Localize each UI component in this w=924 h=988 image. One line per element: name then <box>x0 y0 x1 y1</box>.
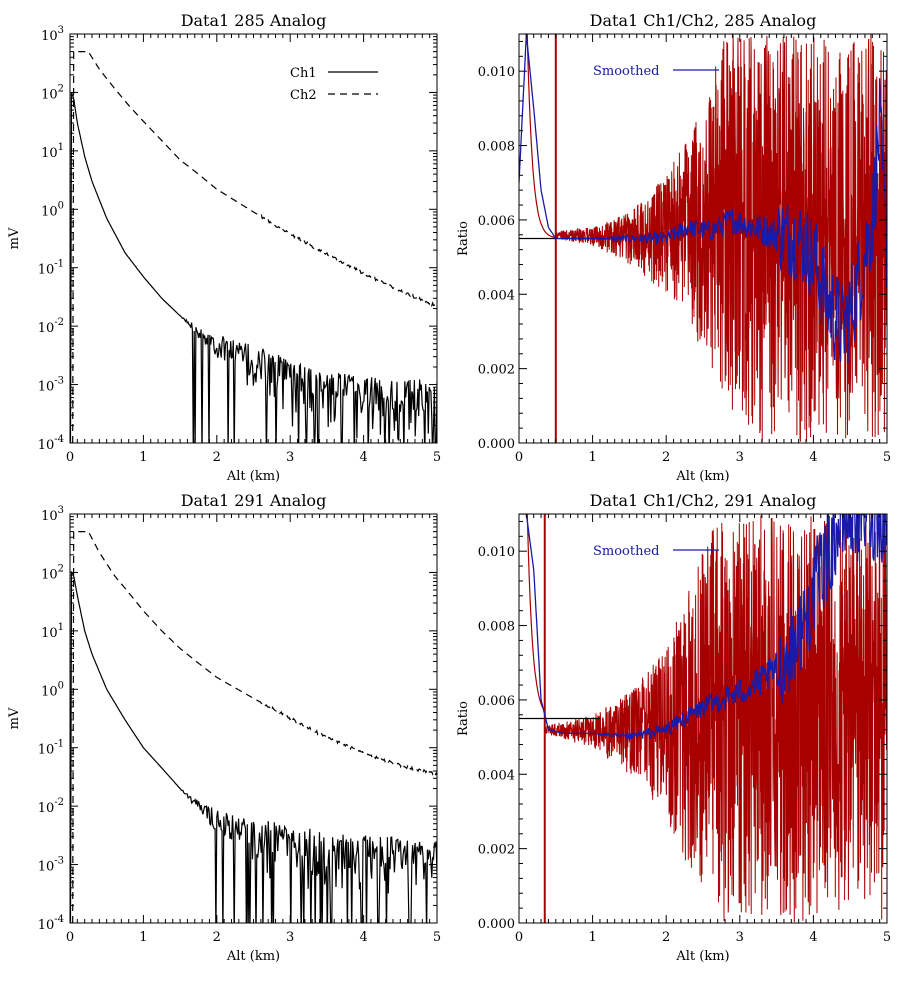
y-tick-label: 10-1 <box>38 259 64 278</box>
x-tick-label: 0 <box>66 450 74 465</box>
y-tick-label: 0.010 <box>478 65 515 80</box>
y-axis-label: mV <box>7 707 22 729</box>
plot-frame <box>518 513 888 924</box>
chart-title: Data1 Ch1/Ch2, 291 Analog <box>590 491 817 510</box>
x-tick-label: 0 <box>66 930 74 945</box>
series-line-ch1 <box>70 92 437 443</box>
x-tick-label: 5 <box>883 930 891 945</box>
x-tick-label: 2 <box>213 930 221 945</box>
panel-log-291: Data1 291 Analog Alt (km) mV 0 1 2 3 4 5 103 102 10… <box>7 491 441 964</box>
x-tick-label: 4 <box>359 450 367 465</box>
ratio-raw-initial <box>526 34 556 239</box>
x-tick-label: 3 <box>286 450 294 465</box>
series-line-smoothed <box>519 34 887 364</box>
chart-title: Data1 291 Analog <box>181 491 327 510</box>
chart-title: Data1 Ch1/Ch2, 285 Analog <box>590 11 817 30</box>
plot-area <box>519 34 887 443</box>
y-tick-label: 100 <box>41 200 64 219</box>
x-tick-label: 5 <box>433 450 441 465</box>
y-tick-label: 10-2 <box>38 317 64 336</box>
ratio-noise-trace <box>544 514 887 923</box>
x-tick-label: 0 <box>515 930 523 945</box>
y-tick-label: 100 <box>41 680 64 699</box>
y-tick-label: 10-2 <box>38 797 64 816</box>
series-line-smoothed <box>519 514 887 740</box>
x-tick-label: 1 <box>588 930 596 945</box>
y-tick-label: 0.006 <box>478 694 515 709</box>
x-tick-label: 2 <box>213 450 221 465</box>
x-axis-label: Alt (km) <box>675 469 729 484</box>
y-tick-label: 0.000 <box>478 917 515 932</box>
plot-area <box>70 51 437 443</box>
y-tick-label: 0.002 <box>478 363 515 378</box>
x-tick-label: 2 <box>662 930 670 945</box>
legend-label: Ch2 <box>290 88 317 103</box>
y-tick-label: 10-4 <box>38 434 64 453</box>
y-axis-label: mV <box>7 227 22 249</box>
y-tick-label: 103 <box>41 25 64 44</box>
x-tick-label: 4 <box>359 930 367 945</box>
x-tick-label: 1 <box>139 450 147 465</box>
plot-frame <box>69 513 438 924</box>
y-tick-label: 0.010 <box>478 545 515 560</box>
y-tick-label: 0.008 <box>478 620 515 635</box>
y-tick-label: 101 <box>41 142 64 161</box>
x-tick-label: 4 <box>809 450 817 465</box>
y-tick-label: 102 <box>41 83 64 102</box>
chart-title: Data1 285 Analog <box>181 11 327 30</box>
y-tick-label: 102 <box>41 563 64 582</box>
x-tick-label: 0 <box>515 450 523 465</box>
panel-log-285: Data1 285 Analog Alt (km) mV 0 1 2 3 4 5 103 102 10… <box>7 11 441 484</box>
x-tick-label: 5 <box>433 930 441 945</box>
y-tick-label: 0.004 <box>478 768 515 783</box>
plot-frame <box>518 33 888 444</box>
y-tick-label: 0.000 <box>478 437 515 452</box>
y-tick-label: 10-1 <box>38 739 64 758</box>
x-tick-label: 3 <box>736 930 744 945</box>
legend-label: Ch1 <box>290 66 317 81</box>
legend-label: Smoothed <box>593 544 660 559</box>
y-tick-label: 0.002 <box>478 843 515 858</box>
y-tick-label: 0.004 <box>478 288 515 303</box>
y-tick-label: 10-3 <box>38 856 64 875</box>
y-tick-label: 10-4 <box>38 914 64 933</box>
ratio-raw-initial <box>526 514 546 712</box>
panel-ratio-285: Data1 Ch1/Ch2, 285 Analog Alt (km) Ratio 0 1… <box>456 11 891 484</box>
x-axis-label: Alt (km) <box>675 949 729 964</box>
y-tick-label: 103 <box>41 505 64 524</box>
x-tick-label: 3 <box>736 450 744 465</box>
y-tick-label: 101 <box>41 622 64 641</box>
plot-frame <box>69 33 438 444</box>
series-line-ch2 <box>72 531 437 923</box>
y-axis-label: Ratio <box>456 221 471 256</box>
x-tick-label: 1 <box>139 930 147 945</box>
y-tick-label: 10-3 <box>38 376 64 395</box>
x-tick-label: 3 <box>286 930 294 945</box>
x-tick-label: 5 <box>883 450 891 465</box>
x-tick-label: 2 <box>662 450 670 465</box>
x-axis-label: Alt (km) <box>226 949 280 964</box>
x-tick-label: 4 <box>809 930 817 945</box>
x-axis-label: Alt (km) <box>226 469 280 484</box>
y-axis-label: Ratio <box>456 701 471 736</box>
x-tick-label: 1 <box>588 450 596 465</box>
series-line-ch2 <box>72 51 437 443</box>
series-line-ch1 <box>70 570 437 923</box>
y-tick-label: 0.008 <box>478 140 515 155</box>
y-tick-label: 0.006 <box>478 214 515 229</box>
panel-ratio-291: Data1 Ch1/Ch2, 291 Analog Alt (km) Ratio 0 1… <box>456 491 891 964</box>
plot-area <box>519 514 887 923</box>
plot-area <box>70 531 437 923</box>
ratio-noise-trace <box>555 34 887 443</box>
legend-label: Smoothed <box>593 64 660 79</box>
